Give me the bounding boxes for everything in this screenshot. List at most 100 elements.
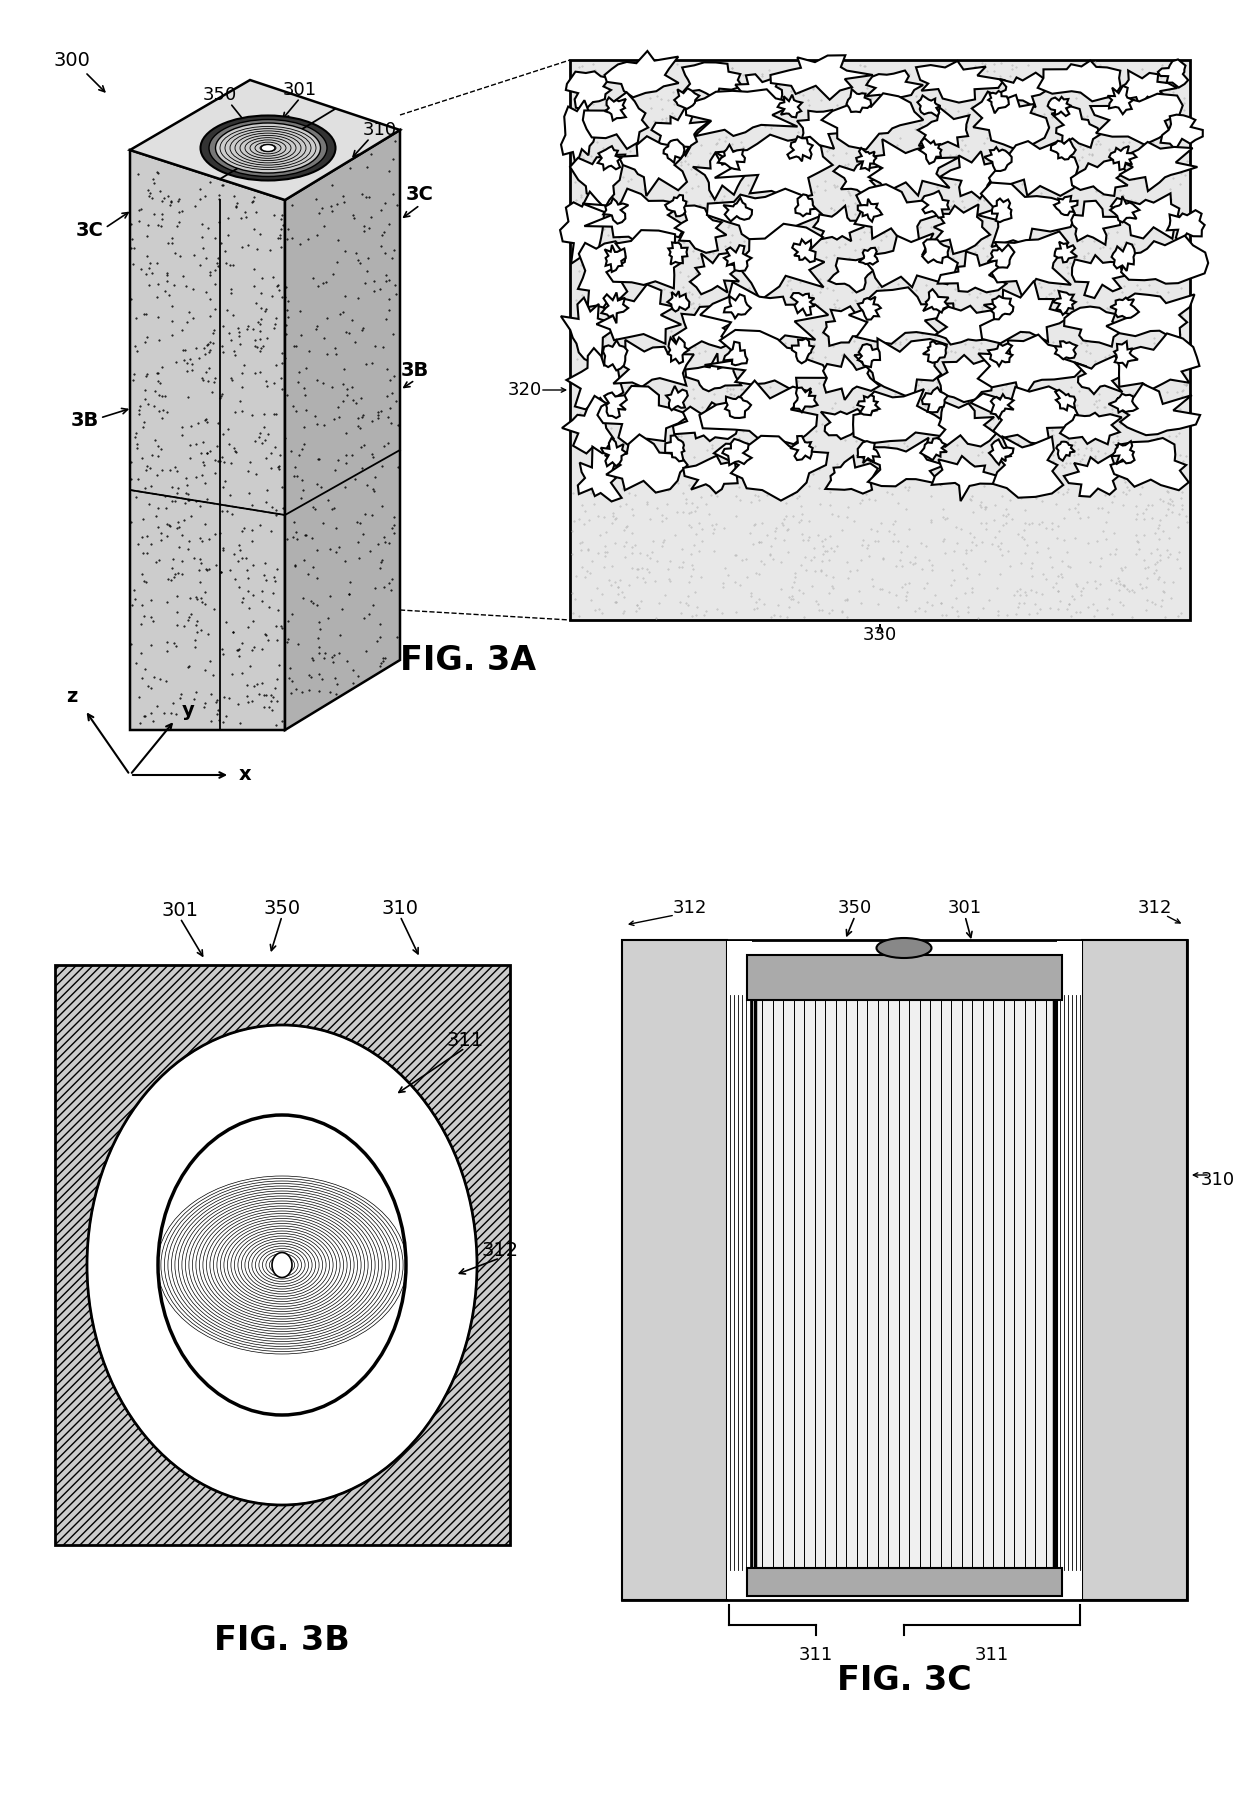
Text: 3C: 3C <box>76 220 104 240</box>
Text: 312: 312 <box>1138 898 1172 916</box>
Polygon shape <box>923 342 946 364</box>
Text: x: x <box>238 765 252 785</box>
Polygon shape <box>1110 196 1140 222</box>
Polygon shape <box>1071 158 1127 196</box>
Polygon shape <box>792 338 813 364</box>
Polygon shape <box>596 284 681 344</box>
Bar <box>622 940 1187 1600</box>
Polygon shape <box>1111 438 1189 491</box>
Polygon shape <box>675 89 699 109</box>
Polygon shape <box>570 155 625 209</box>
Bar <box>1083 940 1187 1600</box>
Polygon shape <box>863 140 959 196</box>
Polygon shape <box>1109 145 1137 171</box>
Polygon shape <box>931 456 998 502</box>
Text: FIG. 3C: FIG. 3C <box>837 1663 971 1696</box>
Polygon shape <box>714 135 833 200</box>
Polygon shape <box>562 396 614 456</box>
Polygon shape <box>813 205 864 242</box>
Polygon shape <box>668 242 687 264</box>
Polygon shape <box>560 298 614 364</box>
Text: 311: 311 <box>799 1645 833 1663</box>
Polygon shape <box>665 435 684 462</box>
Polygon shape <box>858 344 880 367</box>
Polygon shape <box>723 438 751 465</box>
Polygon shape <box>991 395 1014 418</box>
Ellipse shape <box>877 938 931 958</box>
Polygon shape <box>668 338 689 364</box>
Polygon shape <box>1121 236 1208 284</box>
Bar <box>570 60 1190 620</box>
Polygon shape <box>1111 142 1198 191</box>
Polygon shape <box>931 204 990 255</box>
Polygon shape <box>1106 293 1194 342</box>
Bar <box>751 994 1056 1571</box>
Ellipse shape <box>201 116 336 180</box>
Polygon shape <box>770 55 873 100</box>
Polygon shape <box>704 329 831 393</box>
Polygon shape <box>935 402 996 447</box>
Polygon shape <box>714 436 828 500</box>
Polygon shape <box>682 62 743 98</box>
Polygon shape <box>724 245 751 271</box>
Polygon shape <box>1052 105 1100 147</box>
Polygon shape <box>854 184 946 244</box>
Polygon shape <box>724 295 751 318</box>
Polygon shape <box>828 256 875 293</box>
Text: 310: 310 <box>363 122 397 138</box>
Polygon shape <box>1117 384 1200 435</box>
Polygon shape <box>1074 356 1123 395</box>
Polygon shape <box>937 355 1003 402</box>
Polygon shape <box>867 71 923 100</box>
Polygon shape <box>725 396 751 418</box>
Polygon shape <box>936 305 999 345</box>
Polygon shape <box>791 293 815 316</box>
Bar <box>622 940 727 1600</box>
Polygon shape <box>919 138 941 164</box>
Polygon shape <box>651 109 709 156</box>
Polygon shape <box>583 189 686 247</box>
Polygon shape <box>795 195 816 216</box>
Polygon shape <box>992 231 1071 298</box>
Polygon shape <box>578 447 621 502</box>
Polygon shape <box>130 80 401 200</box>
Polygon shape <box>777 95 802 118</box>
Polygon shape <box>990 440 1013 465</box>
Text: 312: 312 <box>673 898 707 916</box>
Polygon shape <box>972 91 1049 151</box>
Polygon shape <box>605 435 688 493</box>
Polygon shape <box>673 307 739 349</box>
Bar <box>746 954 1061 1000</box>
Text: 310: 310 <box>382 898 419 918</box>
Polygon shape <box>940 151 999 198</box>
Polygon shape <box>735 224 825 300</box>
Text: 311: 311 <box>975 1645 1009 1663</box>
Polygon shape <box>1111 442 1135 464</box>
Polygon shape <box>977 182 1075 247</box>
Polygon shape <box>699 380 817 444</box>
Polygon shape <box>598 385 689 447</box>
Text: 320: 320 <box>508 382 542 398</box>
Polygon shape <box>1064 307 1120 347</box>
Polygon shape <box>990 142 1079 196</box>
Polygon shape <box>1158 60 1188 87</box>
Ellipse shape <box>87 1025 477 1505</box>
Polygon shape <box>971 387 1078 445</box>
Polygon shape <box>1111 244 1135 271</box>
Polygon shape <box>1167 211 1205 242</box>
Polygon shape <box>1060 413 1122 444</box>
Polygon shape <box>683 456 738 493</box>
Polygon shape <box>858 198 882 222</box>
Text: y: y <box>181 700 195 720</box>
Text: 312: 312 <box>481 1240 518 1260</box>
Polygon shape <box>1111 193 1185 238</box>
Polygon shape <box>790 436 812 460</box>
Polygon shape <box>792 240 816 262</box>
Polygon shape <box>578 242 627 307</box>
Polygon shape <box>921 387 947 413</box>
Text: z: z <box>67 687 78 707</box>
Ellipse shape <box>216 124 320 173</box>
Polygon shape <box>823 305 877 345</box>
Polygon shape <box>978 335 1085 402</box>
Polygon shape <box>1114 342 1138 367</box>
